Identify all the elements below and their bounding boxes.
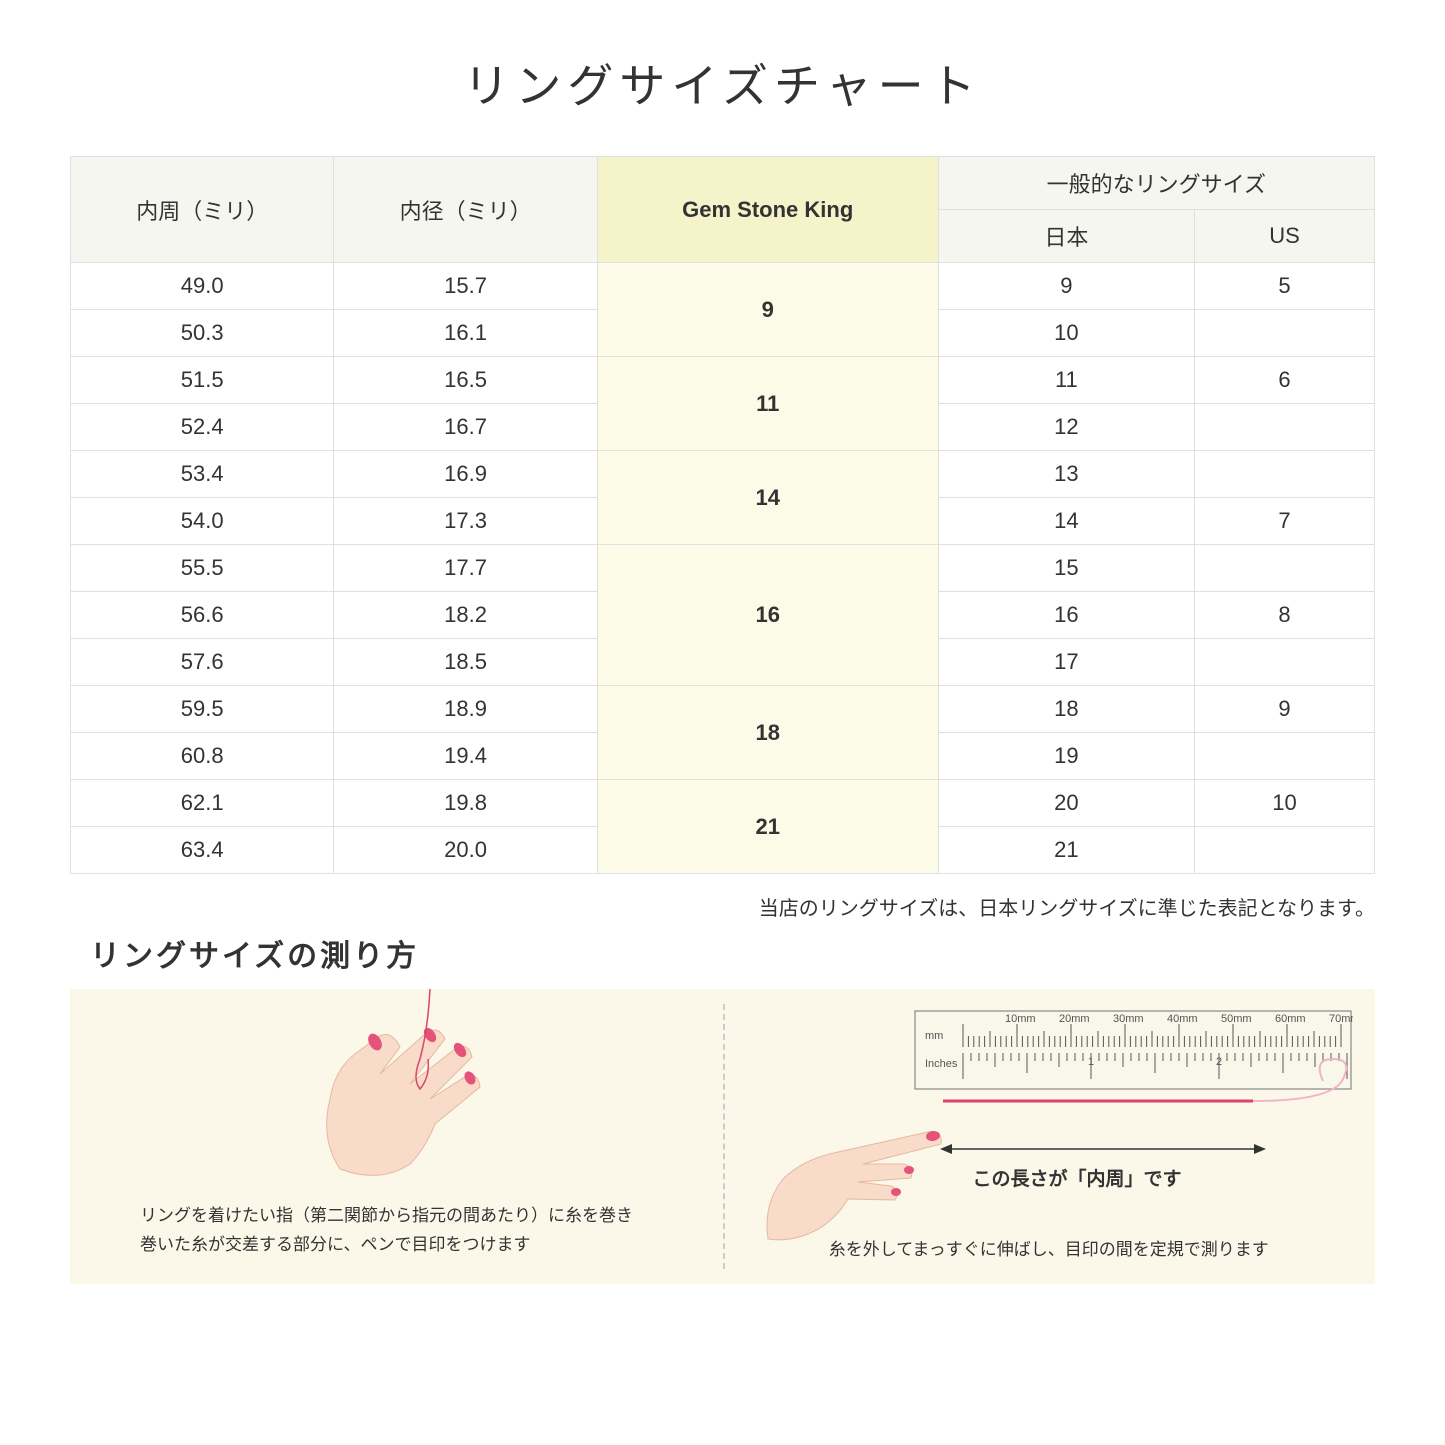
cell-diameter: 16.7: [334, 404, 597, 451]
hand-pointing-illustration: [763, 1104, 983, 1244]
svg-text:10mm: 10mm: [1005, 1013, 1036, 1025]
cell-diameter: 16.1: [334, 310, 597, 357]
header-gsk: Gem Stone King: [597, 157, 938, 263]
svg-text:50mm: 50mm: [1221, 1013, 1252, 1025]
cell-japan: 18: [938, 686, 1194, 733]
panel-left: リングを着けたい指（第二関節から指元の間あたり）に糸を巻き 巻いた糸が交差する部…: [70, 989, 723, 1284]
cell-diameter: 17.7: [334, 545, 597, 592]
svg-text:70mm: 70mm: [1329, 1013, 1353, 1025]
cell-diameter: 18.2: [334, 592, 597, 639]
cell-circumference: 62.1: [71, 780, 334, 827]
svg-text:40mm: 40mm: [1167, 1013, 1198, 1025]
page-title: リングサイズチャート: [70, 50, 1375, 116]
cell-us: [1195, 733, 1375, 780]
instruction-text-left: リングを着けたい指（第二関節から指元の間あたり）に糸を巻き 巻いた糸が交差する部…: [140, 1202, 683, 1260]
cell-japan: 14: [938, 498, 1194, 545]
cell-us: 6: [1195, 357, 1375, 404]
cell-diameter: 19.8: [334, 780, 597, 827]
cell-circumference: 63.4: [71, 827, 334, 874]
svg-text:Inches: Inches: [925, 1058, 958, 1070]
table-row: 53.416.91413: [71, 451, 1375, 498]
svg-text:mm: mm: [925, 1030, 943, 1042]
cell-us: 7: [1195, 498, 1375, 545]
cell-diameter: 20.0: [334, 827, 597, 874]
cell-circumference: 49.0: [71, 263, 334, 310]
cell-circumference: 60.8: [71, 733, 334, 780]
cell-circumference: 51.5: [71, 357, 334, 404]
header-japan: 日本: [938, 210, 1194, 263]
header-diameter: 内径（ミリ）: [334, 157, 597, 263]
svg-text:1: 1: [1088, 1056, 1094, 1068]
cell-japan: 15: [938, 545, 1194, 592]
cell-circumference: 59.5: [71, 686, 334, 733]
instructions-panel: リングを着けたい指（第二関節から指元の間あたり）に糸を巻き 巻いた糸が交差する部…: [70, 989, 1375, 1284]
cell-japan: 13: [938, 451, 1194, 498]
svg-text:60mm: 60mm: [1275, 1013, 1306, 1025]
cell-diameter: 16.9: [334, 451, 597, 498]
cell-japan: 9: [938, 263, 1194, 310]
cell-gsk: 18: [597, 686, 938, 780]
cell-gsk: 11: [597, 357, 938, 451]
panel-right: mm Inches 10mm 20mm 30mm 40mm 50mm 60mm 70mm 1 2…: [723, 989, 1376, 1284]
cell-circumference: 54.0: [71, 498, 334, 545]
cell-diameter: 18.9: [334, 686, 597, 733]
cell-japan: 10: [938, 310, 1194, 357]
cell-japan: 16: [938, 592, 1194, 639]
cell-gsk: 14: [597, 451, 938, 545]
cell-diameter: 17.3: [334, 498, 597, 545]
svg-text:20mm: 20mm: [1059, 1013, 1090, 1025]
ruler-illustration: mm Inches 10mm 20mm 30mm 40mm 50mm 60mm 70mm 1 2: [913, 1009, 1353, 1109]
cell-circumference: 53.4: [71, 451, 334, 498]
cell-japan: 12: [938, 404, 1194, 451]
footnote: 当店のリングサイズは、日本リングサイズに準じた表記となります。: [70, 892, 1375, 921]
cell-us: 8: [1195, 592, 1375, 639]
cell-gsk: 21: [597, 780, 938, 874]
measurement-arrow: [938, 1139, 1278, 1159]
cell-circumference: 55.5: [71, 545, 334, 592]
cell-us: [1195, 451, 1375, 498]
cell-circumference: 50.3: [71, 310, 334, 357]
cell-us: 10: [1195, 780, 1375, 827]
cell-us: [1195, 545, 1375, 592]
cell-gsk: 16: [597, 545, 938, 686]
cell-diameter: 18.5: [334, 639, 597, 686]
svg-text:2: 2: [1216, 1056, 1222, 1068]
cell-circumference: 52.4: [71, 404, 334, 451]
cell-japan: 21: [938, 827, 1194, 874]
cell-japan: 17: [938, 639, 1194, 686]
header-circumference: 内周（ミリ）: [71, 157, 334, 263]
cell-diameter: 19.4: [334, 733, 597, 780]
ring-size-table: 内周（ミリ） 内径（ミリ） Gem Stone King 一般的なリングサイズ …: [70, 156, 1375, 874]
cell-diameter: 16.5: [334, 357, 597, 404]
cell-us: 5: [1195, 263, 1375, 310]
header-us: US: [1195, 210, 1375, 263]
cell-us: 9: [1195, 686, 1375, 733]
table-row: 49.015.7995: [71, 263, 1375, 310]
hand-wrapping-illustration: [250, 969, 570, 1189]
cell-gsk: 9: [597, 263, 938, 357]
cell-us: [1195, 827, 1375, 874]
svg-text:30mm: 30mm: [1113, 1013, 1144, 1025]
cell-japan: 20: [938, 780, 1194, 827]
table-row: 55.517.71615: [71, 545, 1375, 592]
header-general: 一般的なリングサイズ: [938, 157, 1374, 210]
cell-circumference: 56.6: [71, 592, 334, 639]
table-row: 51.516.511116: [71, 357, 1375, 404]
instruction-text-right: 糸を外してまっすぐに伸ばし、目印の間を定規で測ります: [723, 1235, 1376, 1260]
cell-japan: 19: [938, 733, 1194, 780]
cell-circumference: 57.6: [71, 639, 334, 686]
cell-us: [1195, 310, 1375, 357]
table-row: 62.119.8212010: [71, 780, 1375, 827]
cell-us: [1195, 639, 1375, 686]
cell-diameter: 15.7: [334, 263, 597, 310]
measurement-label: この長さが「内周」です: [973, 1164, 1182, 1191]
cell-us: [1195, 404, 1375, 451]
cell-japan: 11: [938, 357, 1194, 404]
table-row: 59.518.918189: [71, 686, 1375, 733]
